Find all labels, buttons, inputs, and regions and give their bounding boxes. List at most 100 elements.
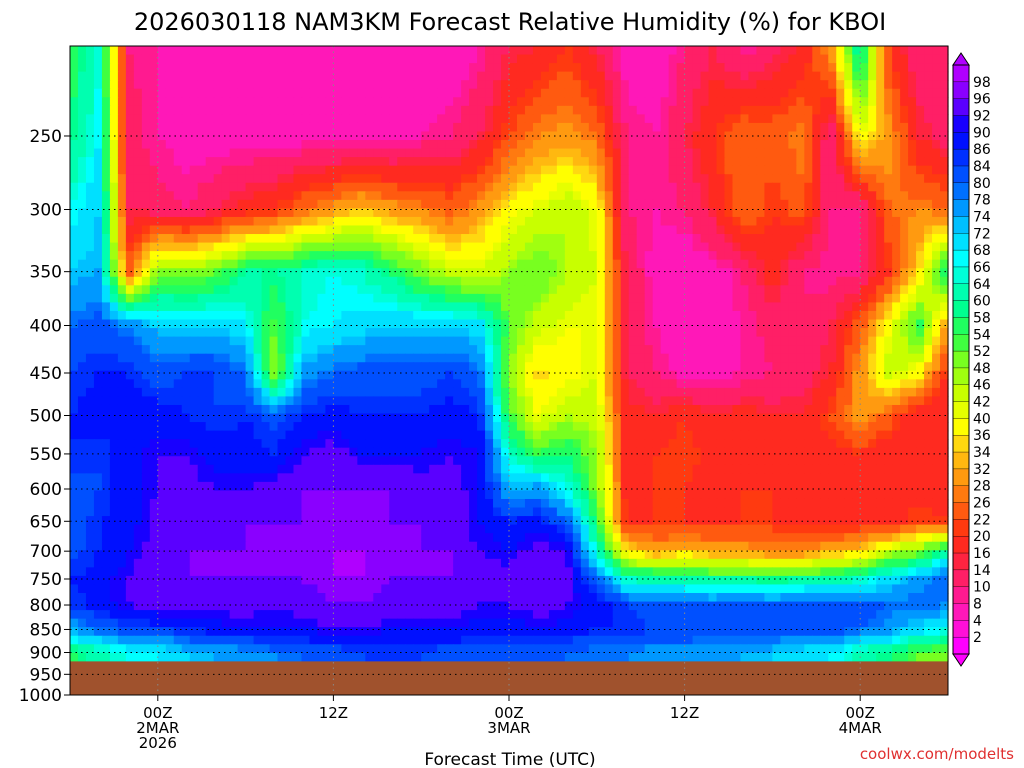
heatmap-cell [253,199,263,209]
heatmap-cell [580,422,590,432]
heatmap-cell [197,191,207,201]
heatmap-cell [852,46,861,56]
heatmap-cell [828,114,837,124]
heatmap-cell [453,105,462,115]
heatmap-cell [764,71,773,81]
heatmap-cell [197,379,207,389]
heatmap-cell [580,259,590,269]
heatmap-cell [668,208,678,218]
heatmap-cell [125,422,135,432]
heatmap-cell [245,71,255,81]
heatmap-cell [532,54,542,64]
heatmap-cell [157,404,167,415]
heatmap-cell [213,379,223,389]
heatmap-cell [149,302,159,312]
heatmap-cell [165,268,175,278]
heatmap-cell [820,404,829,415]
heatmap-cell [293,97,303,107]
heatmap-cell [692,234,702,244]
heatmap-cell [660,122,670,133]
heatmap-cell [93,259,103,269]
heatmap-cell [716,225,726,235]
heatmap-cell [532,259,542,269]
heatmap-cell [485,114,494,124]
heatmap-cell [237,379,247,389]
heatmap-cell [620,46,630,56]
heatmap-cell [644,191,654,201]
heatmap-cell [716,302,726,312]
heatmap-cell [764,362,773,372]
heatmap-cell [828,191,837,201]
heatmap-cell [924,251,933,261]
heatmap-cell [828,362,837,372]
heatmap-cell [509,71,518,81]
heatmap-cell [373,387,382,398]
heatmap-cell [740,165,750,175]
heatmap-cell [596,174,606,184]
heatmap-cell [644,302,654,312]
heatmap-cell [413,157,422,167]
heatmap-cell [277,131,287,141]
heatmap-cell [676,293,686,304]
heatmap-cell [516,148,526,158]
heatmap-cell [317,302,327,312]
heatmap-cell [301,242,311,252]
heatmap-cell [636,362,646,372]
heatmap-cell [924,259,933,269]
heatmap-cell [85,345,95,355]
heatmap-cell [892,268,901,278]
heatmap-cell [748,259,758,269]
heatmap-cell [892,285,901,295]
heatmap-cell [540,88,550,98]
heatmap-cell [916,54,925,64]
heatmap-cell [652,362,662,372]
heatmap-cell [70,242,79,252]
heatmap-cell [229,63,239,73]
heatmap-cell [509,285,518,295]
heatmap-cell [764,191,773,201]
heatmap-cell [852,182,861,192]
heatmap-cell [932,216,941,227]
heatmap-cell [77,88,87,98]
heatmap-cell [477,165,486,175]
heatmap-cell [437,148,446,158]
heatmap-cell [397,379,406,389]
heatmap-cell [740,353,750,363]
heatmap-cell [876,345,885,355]
heatmap-cell [884,310,893,321]
heatmap-cell [325,310,334,321]
heatmap-cell [540,63,550,73]
heatmap-cell [780,165,789,175]
heatmap-cell [516,285,526,295]
heatmap-cell [788,276,797,286]
heatmap-cell [740,191,750,201]
heatmap-cell [213,114,223,124]
heatmap-cell [229,422,239,432]
heatmap-cell [309,396,319,406]
heatmap-cell [620,353,630,363]
heatmap-cell [357,328,366,338]
heatmap-cell [157,336,167,346]
heatmap-cell [812,165,821,175]
heatmap-cell [285,268,295,278]
heatmap-cell [421,345,430,355]
heatmap-cell [389,336,398,346]
heatmap-cell [261,422,271,432]
heatmap-cell [101,387,111,398]
heatmap-cell [556,396,566,406]
heatmap-cell [564,345,574,355]
heatmap-cell [117,131,127,141]
heatmap-cell [780,54,789,64]
heatmap-cell [652,319,662,329]
heatmap-cell [365,396,374,406]
heatmap-cell [892,191,901,201]
heatmap-cell [628,353,638,363]
heatmap-cell [860,413,869,423]
heatmap-cell [668,413,678,423]
heatmap-cell [365,234,374,244]
heatmap-cell [445,379,454,389]
heatmap-cell [756,310,766,321]
heatmap-cell [804,259,813,269]
heatmap-cell [828,319,837,329]
